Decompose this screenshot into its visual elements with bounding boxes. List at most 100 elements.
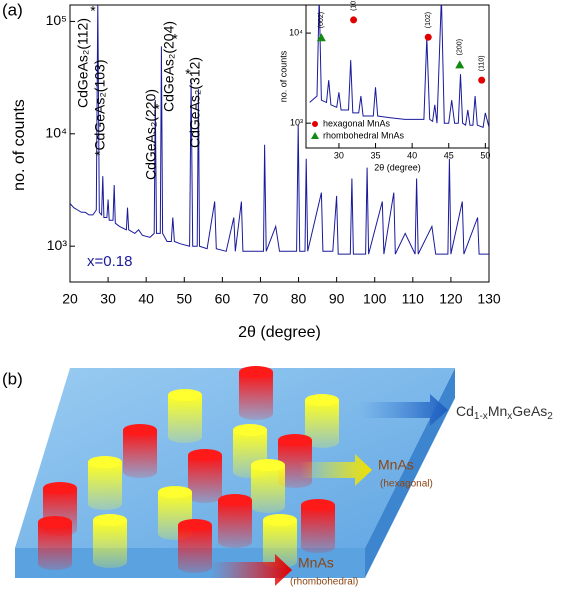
plot	[70, 5, 489, 255]
annotation: CdGeAs₂(312)	[187, 57, 203, 148]
cylinder	[305, 400, 339, 448]
x-tick-label: 100	[363, 291, 387, 307]
annotation: *	[172, 31, 178, 47]
cylinder	[188, 455, 222, 503]
y-axis-label: no. of counts	[11, 99, 28, 191]
cylinder	[263, 520, 297, 568]
panel-label: (a)	[2, 0, 23, 19]
x-tick-label: 50	[176, 291, 192, 307]
cylinder	[38, 522, 72, 570]
annotation: *	[154, 101, 160, 117]
label: (rhombohedral)	[290, 577, 358, 588]
annotation: CdGeAs₂(220)	[143, 89, 159, 180]
marker	[350, 16, 358, 24]
cylinder-top	[178, 519, 212, 531]
point-label: (101)	[350, 0, 357, 11]
legend-marker	[311, 132, 319, 139]
formula-part: 2	[547, 411, 553, 422]
cylinder-top	[251, 459, 285, 471]
formula: Cd1-xMnxGeAs2	[456, 403, 553, 422]
x-tick-label: 30	[100, 291, 116, 307]
x-axis-label: 2θ (degree)	[374, 162, 421, 172]
x-tick-label: 70	[253, 291, 269, 307]
label: (hexagonal)	[380, 479, 433, 490]
annotation: *	[185, 66, 191, 82]
point-label: (200)	[457, 39, 464, 55]
annotation: x=0.18	[87, 253, 132, 270]
cylinder	[168, 395, 202, 443]
annotation: CdGeAs₂(204)	[161, 21, 177, 112]
cylinder	[178, 525, 212, 573]
x-tick-label: 80	[291, 291, 307, 307]
cylinder-top	[263, 514, 297, 526]
cylinder	[301, 505, 335, 553]
marker	[455, 60, 465, 69]
x-tick-label: 30	[334, 150, 344, 160]
x-tick-label: 40	[407, 150, 417, 160]
cylinder-top	[301, 499, 335, 511]
cylinder-top	[168, 389, 202, 401]
point-label: (102)	[425, 12, 432, 28]
cylinder	[93, 520, 127, 568]
cylinder-top	[88, 456, 122, 468]
annotation: *	[90, 3, 96, 19]
formula-part: GeAs	[512, 403, 547, 419]
x-tick-label: 20	[62, 291, 78, 307]
cylinder-top	[158, 486, 192, 498]
arrow	[210, 554, 292, 586]
formula-part: Mn	[488, 403, 507, 419]
cylinder-top	[43, 482, 77, 494]
plot-area	[305, 4, 490, 149]
y-tick-label: 10⁴	[289, 27, 303, 37]
legend-label: rhombohedral MnAs	[323, 130, 405, 140]
arrow	[360, 394, 448, 426]
x-tick-label: 50	[480, 150, 490, 160]
cylinder-top	[38, 516, 72, 528]
y-axis-label: no. of counts	[278, 50, 288, 102]
y-tick-label: 10³	[47, 237, 68, 253]
legend-marker	[312, 121, 318, 127]
x-tick-label: 110	[402, 291, 425, 307]
cylinder-top	[93, 514, 127, 526]
marker	[316, 33, 326, 42]
formula-part: x	[507, 411, 512, 422]
marker	[424, 33, 432, 41]
x-tick-label: 130	[477, 291, 501, 307]
cylinder	[251, 465, 285, 513]
point-label: (110)	[479, 55, 486, 71]
annotation: CdGeAs₂(112)	[75, 18, 91, 108]
y-tick-label: 10⁵	[46, 12, 67, 28]
x-tick-label: 40	[138, 291, 154, 307]
cylinder	[239, 372, 273, 420]
point-label: (002)	[318, 12, 325, 28]
y-tick-label: 10⁴	[45, 125, 67, 141]
label: MnAs	[378, 457, 414, 473]
formula-part: 1-x	[474, 411, 488, 422]
cylinder-top	[123, 424, 157, 436]
cylinder-top	[218, 494, 252, 506]
annotation: *CdGeAs₂(103)	[92, 60, 108, 156]
cylinder-top	[233, 424, 267, 436]
x-axis-label: 2θ (degree)	[238, 324, 321, 341]
cylinder	[123, 430, 157, 478]
legend-label: hexagonal MnAs	[323, 118, 391, 128]
y-tick-label: 10³	[290, 118, 303, 128]
cylinder	[218, 500, 252, 548]
cylinder	[88, 462, 122, 510]
x-tick-label: 60	[215, 291, 231, 307]
cylinder-top	[305, 394, 339, 406]
x-tick-label: 45	[444, 150, 454, 160]
plot	[309, 5, 489, 128]
line	[70, 5, 489, 255]
x-tick-label: 90	[329, 291, 345, 307]
cylinder-top	[188, 449, 222, 461]
cylinder-top	[278, 434, 312, 446]
x-tick-label: 35	[371, 150, 381, 160]
x-tick-label: 120	[439, 291, 463, 307]
formula-part: Cd	[456, 403, 474, 419]
panel-label: (b)	[2, 369, 23, 388]
marker	[478, 76, 486, 84]
arrow	[300, 454, 372, 486]
label: MnAs	[298, 555, 334, 571]
